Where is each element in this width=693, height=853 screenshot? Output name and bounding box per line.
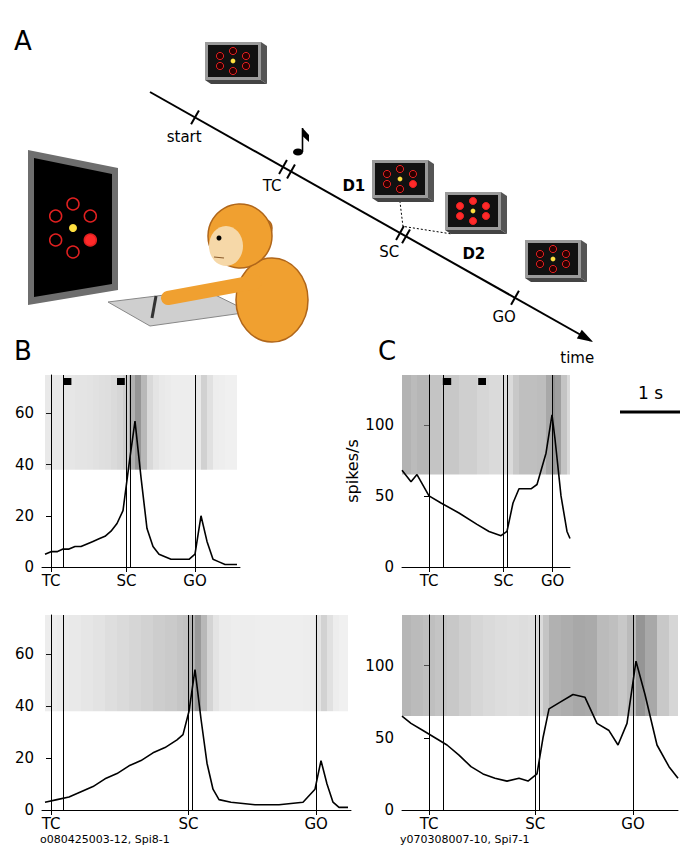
svg-text:SC: SC	[379, 243, 399, 261]
svg-text:0: 0	[24, 558, 34, 576]
svg-text:40: 40	[15, 697, 34, 715]
svg-text:SC: SC	[525, 815, 545, 833]
svg-text:20: 20	[15, 749, 34, 767]
svg-text:B: B	[14, 336, 32, 366]
svg-text:0: 0	[384, 558, 394, 576]
svg-text:start: start	[167, 128, 202, 146]
svg-text:50: 50	[375, 729, 394, 747]
svg-text:D1: D1	[342, 177, 365, 195]
svg-text:D2: D2	[462, 245, 485, 263]
svg-text:TC: TC	[41, 572, 61, 590]
svg-text:TC: TC	[262, 177, 282, 195]
svg-text:SC: SC	[178, 815, 198, 833]
svg-text:SC: SC	[117, 572, 137, 590]
svg-text:y070308007-10, Spi7-1: y070308007-10, Spi7-1	[400, 833, 529, 846]
svg-text:time: time	[560, 349, 594, 367]
svg-text:SC: SC	[493, 572, 513, 590]
svg-text:GO: GO	[304, 815, 327, 833]
svg-text:60: 60	[15, 645, 34, 663]
svg-text:o080425003-12, Spi8-1: o080425003-12, Spi8-1	[40, 833, 170, 846]
svg-text:100: 100	[365, 416, 394, 434]
svg-text:A: A	[14, 26, 32, 56]
svg-text:spikes/s: spikes/s	[343, 439, 362, 503]
svg-text:GO: GO	[621, 815, 644, 833]
svg-text:GO: GO	[183, 572, 206, 590]
svg-text:60: 60	[15, 404, 34, 422]
svg-text:40: 40	[15, 456, 34, 474]
svg-text:50: 50	[375, 487, 394, 505]
svg-text:1 s: 1 s	[638, 383, 663, 403]
svg-text:0: 0	[384, 801, 394, 819]
svg-text:C: C	[378, 336, 396, 366]
svg-text:TC: TC	[419, 815, 439, 833]
svg-text:GO: GO	[541, 572, 564, 590]
svg-text:TC: TC	[419, 572, 439, 590]
svg-text:0: 0	[24, 801, 34, 819]
svg-text:100: 100	[365, 657, 394, 675]
svg-text:20: 20	[15, 507, 34, 525]
svg-text:GO: GO	[492, 308, 515, 326]
svg-text:TC: TC	[41, 815, 61, 833]
